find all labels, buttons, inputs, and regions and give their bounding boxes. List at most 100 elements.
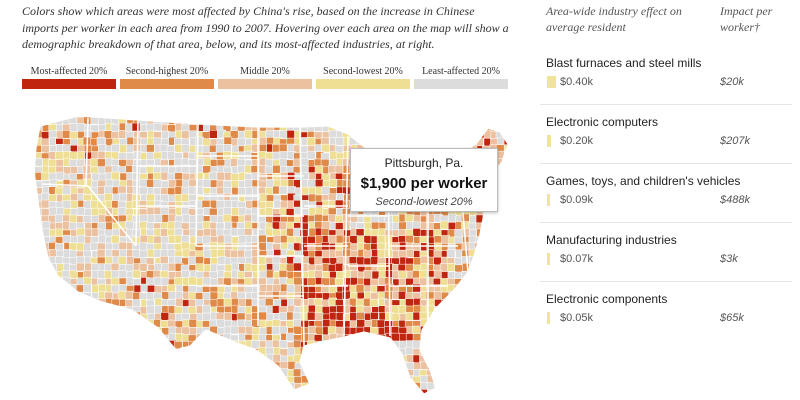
county-area[interactable]	[279, 116, 288, 126]
county-area[interactable]	[293, 276, 302, 286]
county-area[interactable]	[188, 362, 197, 372]
county-area[interactable]	[512, 284, 518, 292]
county-area[interactable]	[152, 172, 162, 181]
county-area[interactable]	[468, 285, 478, 295]
county-area[interactable]	[384, 291, 393, 300]
county-area[interactable]	[224, 369, 233, 378]
county-area[interactable]	[29, 124, 37, 134]
county-area[interactable]	[497, 368, 507, 378]
county-area[interactable]	[132, 340, 141, 349]
county-area[interactable]	[77, 368, 87, 378]
county-area[interactable]	[55, 388, 64, 396]
county-area[interactable]	[258, 368, 267, 377]
county-area[interactable]	[154, 383, 163, 392]
county-area[interactable]	[348, 389, 358, 396]
county-area[interactable]	[392, 124, 401, 133]
county-area[interactable]	[89, 305, 99, 315]
county-area[interactable]	[188, 256, 197, 265]
county-area[interactable]	[105, 327, 115, 336]
county-area[interactable]	[497, 383, 506, 392]
county-area[interactable]	[55, 361, 64, 370]
county-area[interactable]	[510, 125, 518, 133]
county-area[interactable]	[48, 361, 58, 370]
county-area[interactable]	[89, 390, 99, 396]
county-area[interactable]	[307, 311, 316, 321]
county-area[interactable]	[448, 346, 457, 356]
county-area[interactable]	[28, 131, 37, 140]
county-area[interactable]	[441, 130, 451, 140]
county-area[interactable]	[511, 146, 518, 154]
county-area[interactable]	[152, 109, 162, 118]
county-area[interactable]	[329, 117, 338, 126]
county-area[interactable]	[49, 369, 58, 378]
county-area[interactable]	[384, 360, 393, 370]
county-area[interactable]	[299, 346, 309, 356]
county-area[interactable]	[334, 199, 344, 209]
county-area[interactable]	[245, 361, 254, 370]
county-area[interactable]	[510, 132, 518, 140]
county-area[interactable]	[441, 341, 450, 350]
county-area[interactable]	[405, 346, 414, 356]
county-area[interactable]	[62, 312, 71, 322]
county-area[interactable]	[181, 270, 190, 279]
county-area[interactable]	[503, 382, 512, 392]
county-area[interactable]	[503, 201, 512, 210]
county-area[interactable]	[475, 110, 484, 119]
county-area[interactable]	[112, 361, 122, 370]
county-area[interactable]	[482, 376, 491, 385]
county-area[interactable]	[133, 382, 143, 391]
county-area[interactable]	[217, 339, 227, 349]
county-area[interactable]	[503, 333, 512, 343]
county-area[interactable]	[105, 354, 114, 364]
county-area[interactable]	[433, 270, 443, 280]
county-area[interactable]	[433, 130, 442, 139]
county-area[interactable]	[203, 376, 212, 385]
county-area[interactable]	[133, 319, 142, 329]
county-area[interactable]	[496, 297, 506, 307]
county-area[interactable]	[405, 131, 415, 141]
county-area[interactable]	[419, 117, 429, 127]
county-area[interactable]	[286, 109, 295, 118]
county-area[interactable]	[76, 206, 86, 216]
county-area[interactable]	[376, 361, 386, 371]
county-area[interactable]	[251, 369, 261, 378]
county-area[interactable]	[512, 320, 518, 328]
county-area[interactable]	[371, 375, 380, 385]
county-area[interactable]	[512, 257, 518, 265]
county-area[interactable]	[131, 122, 141, 132]
county-area[interactable]	[243, 111, 253, 120]
county-area[interactable]	[117, 347, 127, 356]
county-area[interactable]	[301, 109, 310, 118]
county-area[interactable]	[104, 312, 114, 322]
county-area[interactable]	[462, 130, 471, 140]
county-area[interactable]	[54, 110, 64, 119]
county-area[interactable]	[412, 137, 422, 147]
county-area[interactable]	[237, 382, 246, 392]
county-area[interactable]	[356, 339, 366, 349]
county-area[interactable]	[433, 333, 442, 342]
county-area[interactable]	[187, 390, 197, 396]
county-area[interactable]	[469, 375, 478, 385]
county-area[interactable]	[216, 388, 225, 396]
county-area[interactable]	[455, 305, 464, 314]
county-area[interactable]	[91, 320, 100, 330]
county-area[interactable]	[503, 215, 512, 225]
county-area[interactable]	[328, 382, 337, 392]
county-area[interactable]	[503, 109, 512, 118]
county-area[interactable]	[105, 389, 114, 396]
county-area[interactable]	[481, 269, 491, 279]
county-area[interactable]	[474, 249, 484, 259]
county-area[interactable]	[126, 355, 135, 364]
county-area[interactable]	[110, 171, 120, 181]
county-area[interactable]	[489, 285, 498, 294]
county-area[interactable]	[195, 383, 205, 392]
county-area[interactable]	[139, 375, 148, 385]
county-area[interactable]	[97, 158, 106, 168]
county-area[interactable]	[167, 375, 177, 385]
county-area[interactable]	[357, 375, 366, 384]
county-area[interactable]	[48, 129, 58, 139]
county-area[interactable]	[153, 340, 163, 349]
county-area[interactable]	[447, 369, 456, 378]
county-area[interactable]	[147, 341, 156, 350]
county-area[interactable]	[376, 319, 386, 329]
